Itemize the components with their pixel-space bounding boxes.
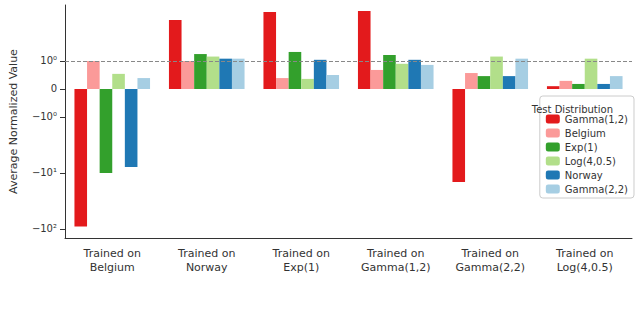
svg-text:−10¹: −10¹: [32, 167, 57, 178]
svg-text:Trained on: Trained on: [555, 247, 613, 260]
svg-text:10⁰: 10⁰: [40, 55, 57, 66]
svg-text:Exp(1): Exp(1): [565, 142, 598, 153]
svg-text:Gamma(2,2): Gamma(2,2): [455, 261, 525, 274]
svg-text:Exp(1): Exp(1): [283, 261, 319, 274]
svg-text:Log(4,0.5): Log(4,0.5): [557, 261, 613, 274]
svg-text:Trained on: Trained on: [366, 247, 424, 260]
svg-text:Norway: Norway: [565, 170, 603, 181]
svg-text:Gamma(1,2): Gamma(1,2): [565, 114, 628, 125]
svg-text:Norway: Norway: [186, 261, 228, 274]
svg-text:Trained on: Trained on: [461, 247, 519, 260]
svg-text:−10⁰: −10⁰: [32, 111, 57, 122]
svg-text:Trained on: Trained on: [177, 247, 235, 260]
svg-text:0: 0: [51, 83, 57, 94]
svg-text:Trained on: Trained on: [272, 247, 330, 260]
svg-text:Gamma(2,2): Gamma(2,2): [565, 184, 628, 195]
svg-text:−10²: −10²: [32, 223, 57, 234]
svg-text:Trained on: Trained on: [83, 247, 141, 260]
svg-text:Average Normalized Value: Average Normalized Value: [7, 49, 20, 194]
svg-text:Test Distribution: Test Distribution: [531, 104, 613, 115]
svg-text:Belgium: Belgium: [90, 261, 135, 274]
svg-text:Log(4,0.5): Log(4,0.5): [565, 156, 616, 167]
svg-text:Gamma(1,2): Gamma(1,2): [361, 261, 431, 274]
svg-text:Belgium: Belgium: [565, 128, 606, 139]
